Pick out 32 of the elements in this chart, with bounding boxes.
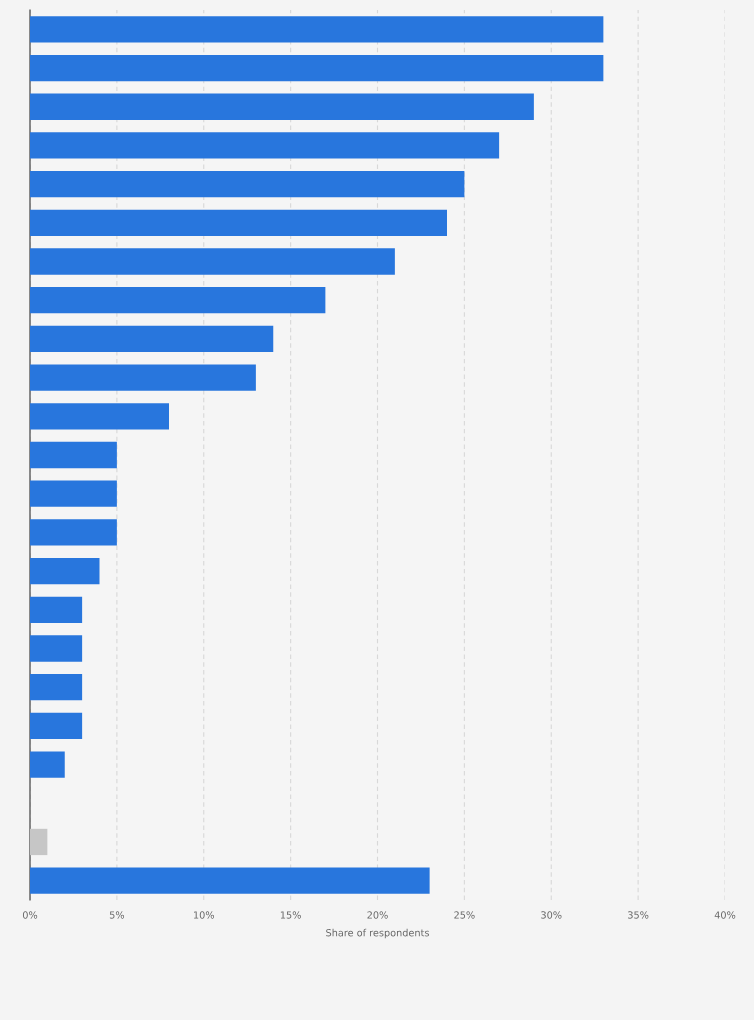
- x-tick-label: 0%: [22, 911, 38, 919]
- bar: [30, 132, 500, 159]
- bar: [30, 867, 430, 894]
- x-tick-label: 15%: [280, 911, 301, 919]
- bar: [30, 16, 604, 43]
- x-axis-title: Share of respondents: [326, 928, 429, 939]
- x-tick-label: 35%: [628, 911, 649, 919]
- x-tick-label: 5%: [109, 911, 125, 919]
- x-tick-label: 10%: [194, 911, 215, 919]
- bar: [30, 54, 604, 82]
- x-tick-label: 30%: [541, 911, 562, 919]
- bar: [30, 325, 274, 353]
- bar: [30, 248, 395, 275]
- bar: [30, 712, 83, 740]
- x-tick-label: 25%: [454, 911, 475, 919]
- x-tick-label: 40%: [714, 911, 736, 919]
- x-tick-label: 20%: [367, 911, 388, 919]
- bar: [30, 403, 169, 430]
- bar: [30, 287, 326, 314]
- bar: [30, 93, 534, 120]
- bar: [30, 557, 100, 585]
- bar: [30, 519, 117, 546]
- bar: [30, 364, 256, 391]
- bar: [30, 170, 465, 198]
- bar: [30, 635, 83, 662]
- bar: [30, 828, 48, 856]
- bar: [30, 480, 117, 507]
- bar: [30, 596, 83, 623]
- bar: [30, 441, 117, 469]
- bar: [30, 674, 83, 701]
- bar: [30, 209, 447, 236]
- bar: [30, 751, 65, 778]
